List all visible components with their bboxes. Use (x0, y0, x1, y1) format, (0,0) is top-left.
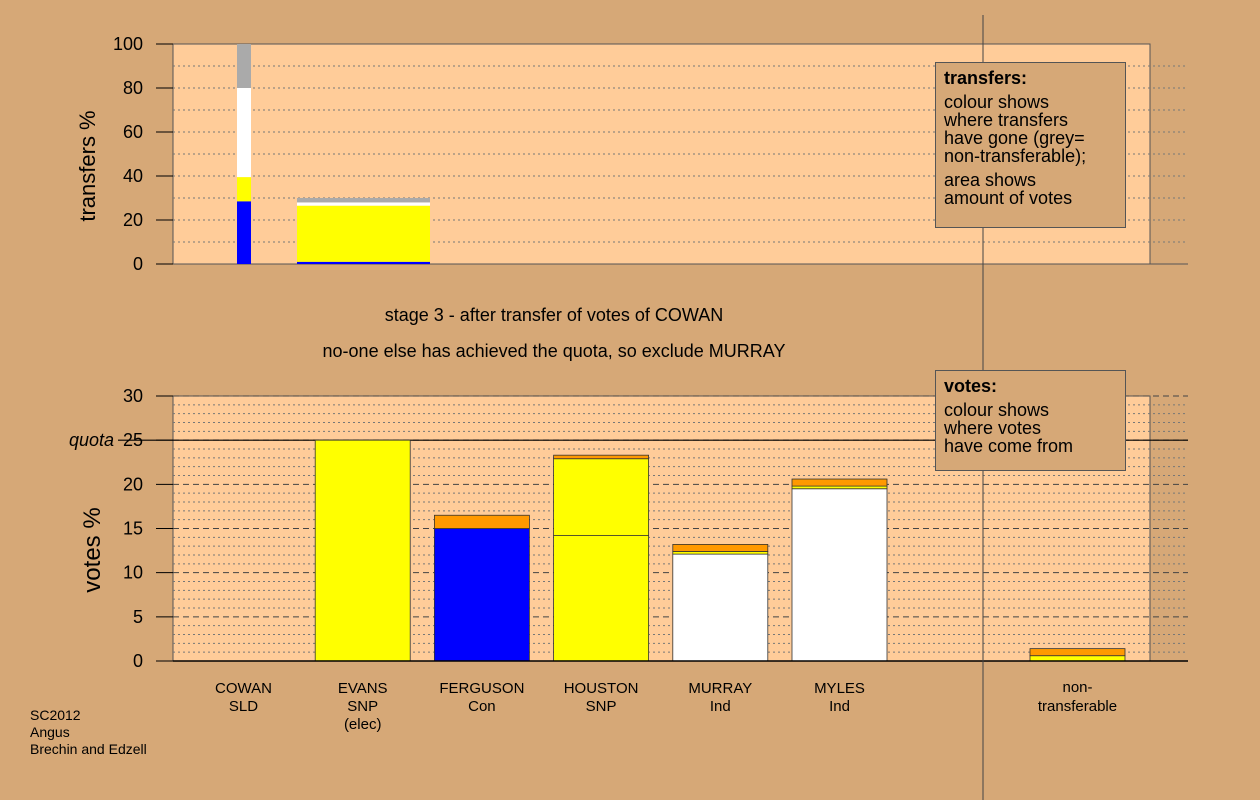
transfers-legend-line: where transfers (944, 110, 1069, 130)
transfers-legend-line: non-transferable); (944, 146, 1087, 166)
votes-bar-segment (433, 514, 530, 529)
votes-legend-line: colour shows (944, 400, 1050, 420)
votes-legend-line: where votes (944, 418, 1042, 438)
candidate-name-label: COWAN (215, 680, 272, 697)
votes-legend-line: have come from (944, 436, 1074, 456)
candidate-party-label: Con (468, 698, 496, 715)
votes-ytick-label: 5 (133, 607, 143, 627)
votes-bar-segment (314, 439, 411, 662)
transfers-bar-segment (297, 202, 430, 206)
candidate-party-label: Ind (710, 698, 731, 715)
transfers-legend-heading: transfers: (944, 68, 1028, 88)
transfers-bar-segment (237, 201, 251, 264)
votes-bar-segment (672, 553, 769, 662)
candidate-party-label: SLD (229, 698, 258, 715)
transfers-bar-segment (237, 177, 251, 202)
transfers-legend-line: amount of votes (944, 188, 1073, 208)
footer-council: Angus (30, 724, 70, 740)
transfers-ytick-label: 40 (123, 166, 143, 186)
votes-axis-label: votes % (79, 507, 106, 592)
candidate-name-label: MURRAY (688, 680, 752, 697)
votes-legend-box: votes: colour shows where votes have com… (935, 370, 1126, 471)
transfers-legend-line: area shows (944, 170, 1037, 190)
votes-bar-segment (672, 544, 769, 552)
candidate-name-label: EVANS (338, 680, 388, 697)
candidate-party-label: SNP (347, 698, 378, 715)
transfers-ytick-label: 20 (123, 210, 143, 230)
quota-label: quota (69, 430, 114, 450)
exclude-title: no-one else has achieved the quota, so e… (322, 341, 786, 361)
votes-bar-segment (791, 488, 888, 662)
candidate-party-label: Ind (829, 698, 850, 715)
candidate-name-label: MYLES (814, 680, 865, 697)
votes-ytick-label: 0 (133, 651, 143, 671)
votes-bar-segment (1029, 648, 1126, 657)
transfers-bar-segment (237, 88, 251, 178)
votes-ytick-label: 15 (123, 519, 143, 539)
nontransferable-label: transferable (1038, 698, 1117, 715)
transfers-bar-segment (297, 205, 430, 262)
votes-ytick-label: 20 (123, 474, 143, 494)
footer-ward: Brechin and Edzell (30, 741, 147, 757)
transfers-ytick-label: 0 (133, 254, 143, 274)
votes-bar-segment (553, 458, 649, 536)
votes-legend-heading: votes: (944, 376, 998, 396)
candidate-name-label: FERGUSON (439, 680, 524, 697)
transfers-ytick-label: 100 (113, 34, 143, 54)
transfers-ytick-label: 60 (123, 122, 143, 142)
votes-bar-segment (1029, 655, 1126, 662)
transfers-axis-label: transfers % (75, 110, 100, 221)
votes-bar-segment (791, 478, 888, 487)
votes-bar-segment (553, 454, 649, 460)
votes-bar-segment (553, 535, 649, 662)
footer-info: SC2012 Angus Brechin and Edzell (30, 707, 147, 758)
nontransferable-label: non- (1062, 679, 1092, 696)
footer-year: SC2012 (30, 707, 81, 723)
votes-ytick-label: 30 (123, 386, 143, 406)
transfers-bar-segment (297, 198, 430, 203)
transfers-bar-segment (297, 261, 430, 264)
transfers-ytick-label: 80 (123, 78, 143, 98)
transfers-bar-segment (237, 44, 251, 88)
votes-ytick-label: 10 (123, 563, 143, 583)
transfers-legend-box: transfers: colour shows where transfers … (935, 62, 1126, 228)
votes-bar-segment (433, 528, 530, 662)
transfers-legend-line: colour shows (944, 92, 1050, 112)
candidate-status-label: (elec) (344, 716, 382, 733)
candidate-party-label: SNP (586, 698, 617, 715)
candidate-name-label: HOUSTON (564, 680, 639, 697)
stage-title: stage 3 - after transfer of votes of COW… (384, 305, 724, 325)
transfers-legend-line: have gone (grey= (944, 128, 1085, 148)
